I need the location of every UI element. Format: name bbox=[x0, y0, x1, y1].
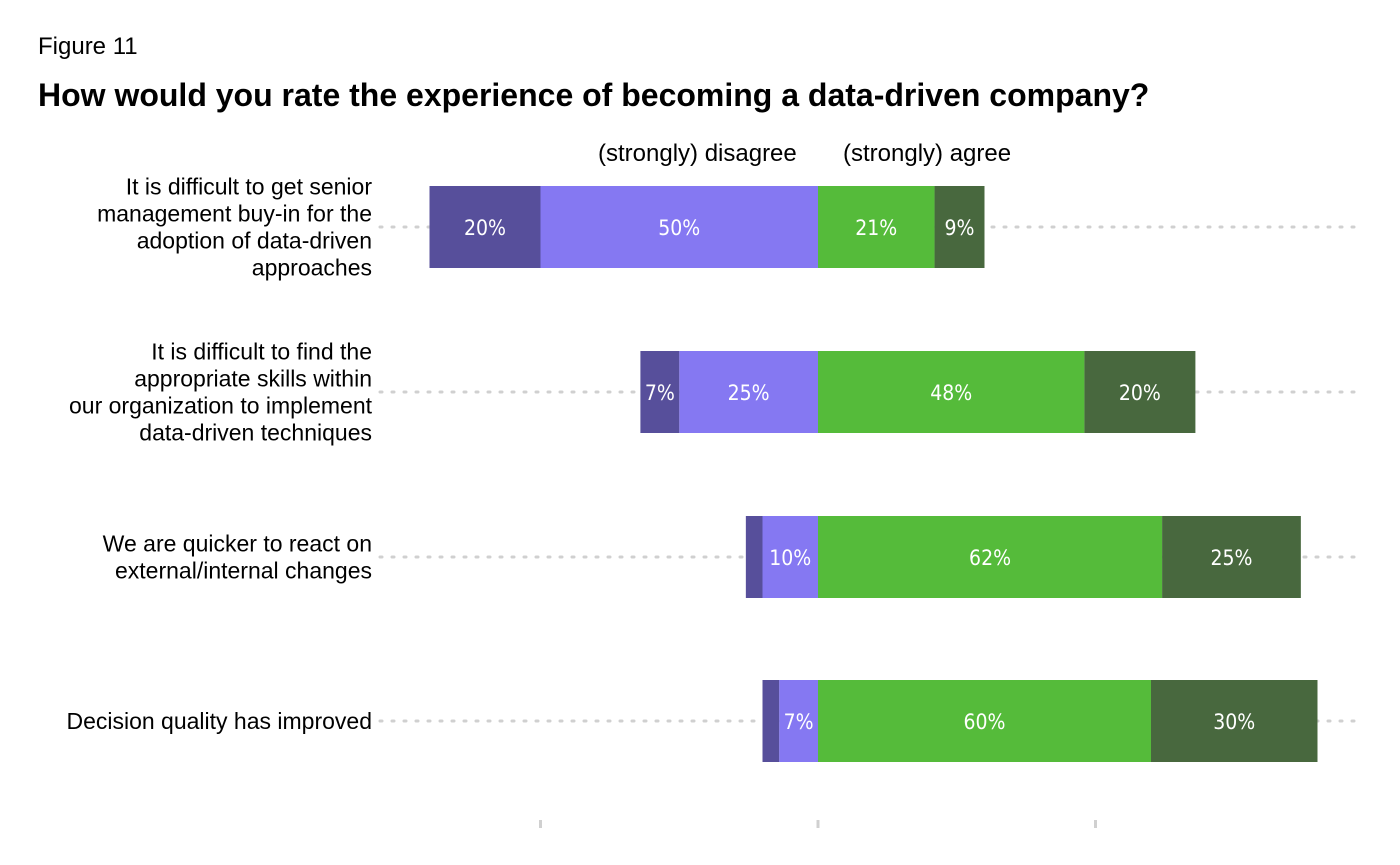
bar-agree-row-2 bbox=[818, 351, 1085, 433]
value-label-strongly-disagree-row-1: 20% bbox=[464, 216, 506, 240]
chart-title: How would you rate the experience of bec… bbox=[38, 77, 1150, 113]
value-label-strongly-agree-row-3: 25% bbox=[1210, 546, 1252, 570]
value-label-agree-row-1: 21% bbox=[855, 216, 897, 240]
value-label-agree-row-3: 62% bbox=[969, 546, 1011, 570]
category-label-3: We are quicker to react on external/inter… bbox=[103, 531, 372, 584]
value-label-disagree-row-4: 7% bbox=[784, 710, 814, 734]
value-label-strongly-agree-row-1: 9% bbox=[945, 216, 975, 240]
category-label-2: It is difficult to find the appropriate s… bbox=[69, 339, 373, 446]
value-label-disagree-row-3: 10% bbox=[769, 546, 811, 570]
bar-agree-row-1 bbox=[818, 186, 935, 268]
value-label-disagree-row-2: 25% bbox=[728, 381, 770, 405]
bar-agree-row-4 bbox=[818, 680, 1151, 762]
value-label-agree-row-4: 60% bbox=[964, 710, 1006, 734]
value-label-strongly-agree-row-4: 30% bbox=[1213, 710, 1255, 734]
figure-label: Figure 11 bbox=[38, 33, 138, 60]
bar-disagree-row-3 bbox=[762, 516, 818, 598]
bar-disagree-row-2 bbox=[679, 351, 818, 433]
category-label-4: Decision quality has improved bbox=[66, 708, 372, 734]
bar-strongly-agree-row-3 bbox=[1162, 516, 1301, 598]
bar-disagree-row-4 bbox=[779, 680, 818, 762]
bar-strongly-disagree-row-1 bbox=[429, 186, 541, 268]
bar-strongly-disagree-row-3 bbox=[745, 516, 763, 598]
bar-disagree-row-1 bbox=[540, 186, 818, 268]
value-label-agree-row-2: 48% bbox=[930, 381, 972, 405]
bar-strongly-agree-row-2 bbox=[1084, 351, 1196, 433]
bar-agree-row-3 bbox=[818, 516, 1163, 598]
bar-strongly-agree-row-1 bbox=[934, 186, 985, 268]
bar-strongly-disagree-row-4 bbox=[762, 680, 780, 762]
header-disagree: (strongly) disagree bbox=[598, 140, 797, 167]
value-label-strongly-agree-row-2: 20% bbox=[1119, 381, 1161, 405]
value-label-strongly-disagree-row-2: 7% bbox=[645, 381, 675, 405]
bar-strongly-disagree-row-2 bbox=[640, 351, 680, 433]
bar-strongly-agree-row-4 bbox=[1151, 680, 1318, 762]
value-label-disagree-row-1: 50% bbox=[658, 216, 700, 240]
category-label-1: It is difficult to get senior management … bbox=[97, 174, 372, 281]
header-agree: (strongly) agree bbox=[843, 140, 1012, 167]
